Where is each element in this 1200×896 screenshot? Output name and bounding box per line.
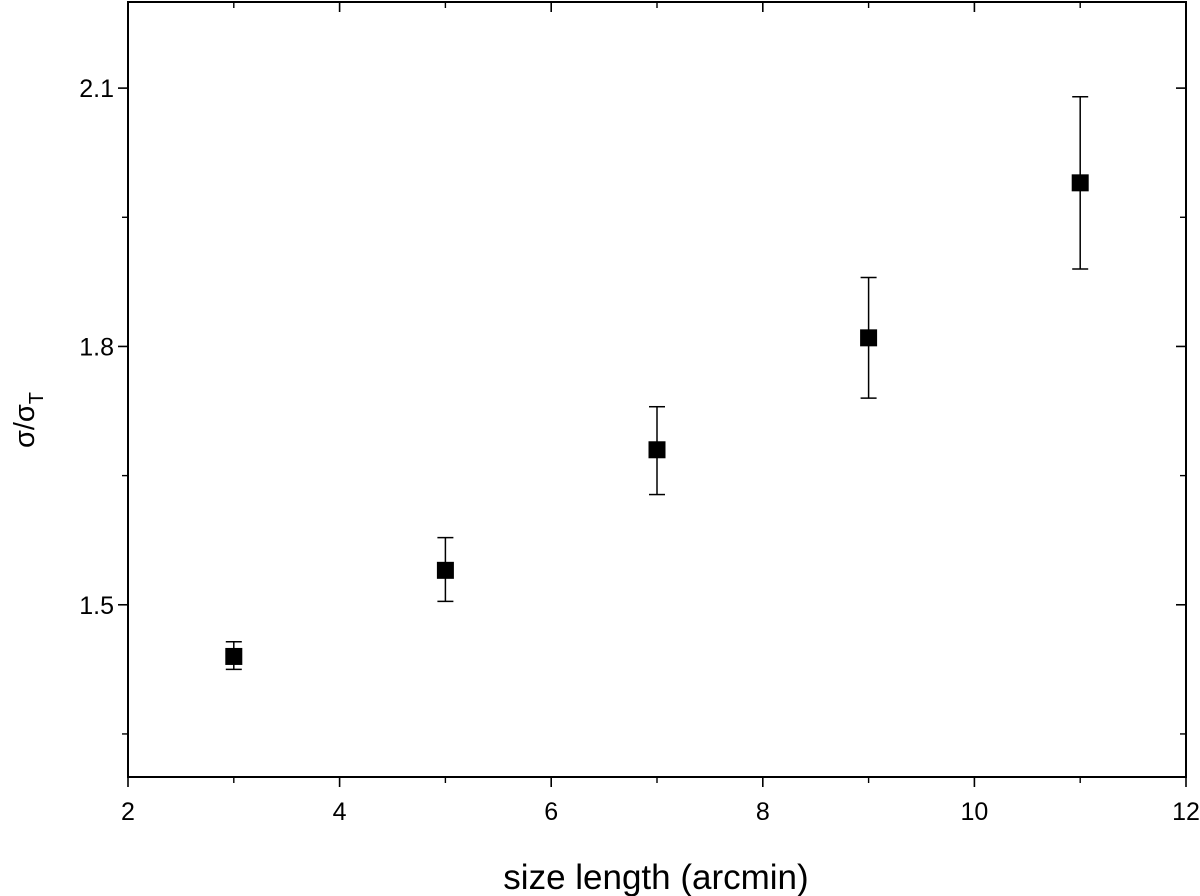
plot-frame xyxy=(127,1,1187,778)
x-axis-title: size length (arcmin) xyxy=(503,858,808,896)
data-point xyxy=(436,561,454,579)
data-point xyxy=(225,647,243,665)
x-tick-label: 8 xyxy=(756,798,770,826)
x-tick-label: 2 xyxy=(121,798,135,826)
x-tick-label: 12 xyxy=(1172,798,1200,826)
axes xyxy=(127,1,1187,778)
data-points xyxy=(225,174,1089,665)
x-tick-label: 10 xyxy=(960,798,988,826)
data-point xyxy=(648,441,666,459)
y-tick-label: 2.1 xyxy=(79,75,114,103)
data-point xyxy=(860,329,878,347)
ticks: 2 4 6 8 10 12 1.5 1.8 2.1 xyxy=(79,2,1200,826)
y-tick-label: 1.5 xyxy=(79,592,114,620)
error-bars xyxy=(225,95,1089,671)
x-tick-label: 6 xyxy=(544,798,558,826)
y-axis-title: σ/σT xyxy=(9,392,48,448)
data-point xyxy=(1071,174,1089,192)
x-tick-label: 4 xyxy=(333,798,347,826)
y-tick-label: 1.8 xyxy=(79,333,114,361)
